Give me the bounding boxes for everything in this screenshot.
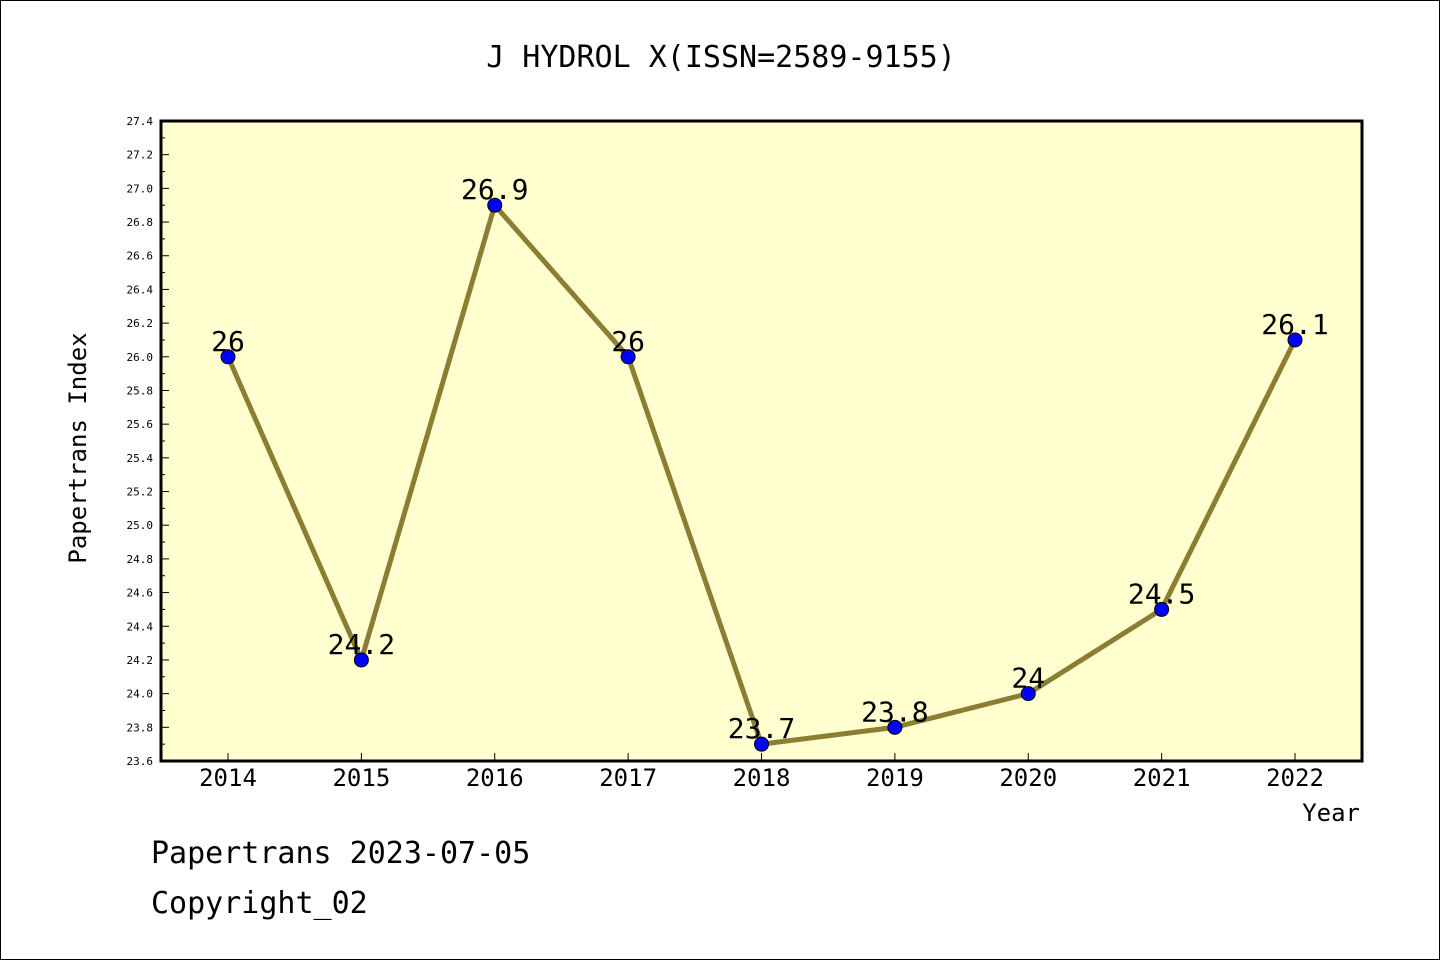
x-tick-label: 2019 <box>866 764 924 792</box>
x-axis: 2014 2015 2016 2017 2018 2019 2020 2021 2022 <box>199 753 1324 792</box>
data-point <box>1020 686 1036 702</box>
y-axis-label: Papertrans Index <box>64 332 92 563</box>
x-tick-label: 2022 <box>1266 764 1324 792</box>
data-point <box>487 197 503 213</box>
y-tick-label: 27.4 <box>127 115 154 128</box>
y-tick-label: 25.6 <box>127 418 154 431</box>
y-tick-label: 26.8 <box>127 216 154 229</box>
x-tick-label: 2021 <box>1133 764 1191 792</box>
y-tick-label: 24.4 <box>127 620 154 633</box>
y-axis: 23.6 23.8 24.0 24.2 24.4 24.6 24.8 25.0 25.2 25.4… <box>127 115 169 768</box>
y-tick-label: 23.8 <box>127 721 154 734</box>
data-point <box>620 349 636 365</box>
data-point <box>353 652 369 668</box>
y-tick-label: 24.0 <box>127 688 154 701</box>
data-label: 23.7 <box>728 712 795 745</box>
data-point <box>887 719 903 735</box>
y-tick-label: 26.4 <box>127 283 154 296</box>
plot-area <box>159 119 1364 763</box>
y-tick-label: 26.0 <box>127 351 154 364</box>
x-tick-label: 2014 <box>199 764 257 792</box>
x-tick-label: 2016 <box>466 764 524 792</box>
data-point <box>1154 601 1170 617</box>
y-tick-label: 24.6 <box>127 587 154 600</box>
data-point <box>1287 332 1303 348</box>
data-label: 24.2 <box>328 628 395 661</box>
data-label: 26.1 <box>1261 308 1328 341</box>
x-tick-label: 2015 <box>332 764 390 792</box>
y-tick-label: 26.2 <box>127 317 154 330</box>
data-labels: 26 24.2 26.9 26 23.7 23.8 24 24.5 26.1 <box>211 173 1329 745</box>
y-tick-label: 23.6 <box>127 755 154 768</box>
footer-copyright: Copyright_02 <box>151 886 368 921</box>
x-axis-label: Year <box>1302 799 1360 827</box>
y-tick-label: 24.2 <box>127 654 154 667</box>
y-tick-label: 25.2 <box>127 486 154 499</box>
data-point <box>220 349 236 365</box>
x-tick-label: 2020 <box>999 764 1057 792</box>
y-tick-label: 27.0 <box>127 182 154 195</box>
y-tick-label: 25.8 <box>127 384 154 397</box>
data-label: 23.8 <box>861 695 928 728</box>
x-tick-label: 2018 <box>733 764 791 792</box>
y-tick-label: 26.6 <box>127 250 154 263</box>
x-tick-label: 2017 <box>599 764 657 792</box>
data-point <box>754 736 769 752</box>
y-tick-label: 25.0 <box>127 519 154 532</box>
footer-date: Papertrans 2023-07-05 <box>151 836 531 871</box>
y-tick-label: 25.4 <box>127 452 154 465</box>
data-label: 26 <box>211 325 245 358</box>
y-tick-label: 24.8 <box>127 553 154 566</box>
data-label: 26 <box>611 325 645 358</box>
data-label: 24.5 <box>1128 577 1195 610</box>
series-markers <box>220 197 1303 752</box>
y-tick-label: 27.2 <box>127 149 154 162</box>
data-label: 26.9 <box>461 173 528 206</box>
chart-title: J HYDROL X(ISSN=2589-9155) <box>486 40 956 75</box>
data-label: 24 <box>1011 662 1045 695</box>
